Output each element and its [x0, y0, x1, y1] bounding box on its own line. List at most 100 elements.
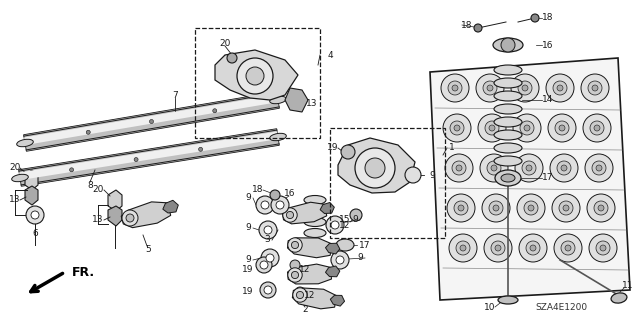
Ellipse shape — [304, 206, 326, 216]
Text: 20: 20 — [220, 39, 230, 48]
Circle shape — [260, 282, 276, 298]
Text: 17: 17 — [359, 241, 371, 249]
Circle shape — [518, 81, 532, 95]
Polygon shape — [163, 200, 179, 213]
Text: 6: 6 — [32, 228, 38, 238]
Polygon shape — [320, 203, 334, 213]
Circle shape — [594, 125, 600, 131]
Circle shape — [592, 85, 598, 91]
Circle shape — [531, 14, 539, 22]
Polygon shape — [24, 92, 280, 151]
Circle shape — [291, 271, 299, 278]
Polygon shape — [25, 170, 38, 190]
Ellipse shape — [494, 91, 522, 101]
Circle shape — [489, 125, 495, 131]
Ellipse shape — [494, 143, 522, 153]
Circle shape — [283, 208, 297, 222]
Text: 19: 19 — [243, 265, 253, 275]
Polygon shape — [285, 88, 308, 112]
Polygon shape — [19, 131, 278, 180]
Circle shape — [474, 24, 482, 32]
Circle shape — [405, 167, 421, 183]
Text: 5: 5 — [145, 246, 151, 255]
Circle shape — [331, 221, 339, 229]
Text: 1: 1 — [449, 144, 455, 152]
Circle shape — [550, 154, 578, 182]
Circle shape — [592, 161, 606, 175]
Circle shape — [483, 81, 497, 95]
Circle shape — [491, 165, 497, 171]
Circle shape — [598, 205, 604, 211]
Circle shape — [482, 194, 510, 222]
Circle shape — [350, 209, 362, 221]
Text: 13: 13 — [92, 216, 104, 225]
Circle shape — [458, 205, 464, 211]
Circle shape — [596, 241, 610, 255]
Circle shape — [559, 125, 565, 131]
Ellipse shape — [494, 65, 522, 75]
Text: 17: 17 — [542, 174, 554, 182]
Text: 9: 9 — [429, 170, 435, 180]
Circle shape — [266, 254, 274, 262]
Circle shape — [526, 241, 540, 255]
Polygon shape — [108, 206, 122, 226]
Ellipse shape — [269, 133, 286, 141]
Circle shape — [276, 201, 284, 209]
Text: 15: 15 — [339, 216, 351, 225]
Circle shape — [86, 130, 90, 134]
Circle shape — [126, 214, 134, 222]
Circle shape — [487, 161, 501, 175]
Text: 19: 19 — [243, 287, 253, 296]
Circle shape — [546, 74, 574, 102]
Circle shape — [365, 158, 385, 178]
Text: 8: 8 — [87, 181, 93, 189]
Polygon shape — [282, 202, 326, 224]
Circle shape — [559, 201, 573, 215]
Circle shape — [583, 114, 611, 142]
Text: 9: 9 — [245, 194, 251, 203]
Text: 16: 16 — [542, 41, 554, 49]
Circle shape — [589, 234, 617, 262]
Circle shape — [264, 286, 272, 294]
Circle shape — [489, 201, 503, 215]
Circle shape — [122, 210, 138, 226]
Ellipse shape — [304, 218, 326, 226]
Circle shape — [443, 114, 471, 142]
Circle shape — [70, 168, 74, 172]
Polygon shape — [338, 138, 415, 193]
Ellipse shape — [495, 170, 521, 186]
Text: 13: 13 — [9, 196, 20, 204]
Circle shape — [452, 161, 466, 175]
Circle shape — [478, 114, 506, 142]
Circle shape — [528, 205, 534, 211]
Circle shape — [557, 85, 563, 91]
Circle shape — [295, 287, 305, 297]
Circle shape — [26, 206, 44, 224]
Polygon shape — [287, 264, 332, 284]
Circle shape — [552, 194, 580, 222]
Ellipse shape — [494, 156, 522, 166]
Ellipse shape — [494, 130, 522, 140]
Text: 18: 18 — [252, 186, 264, 195]
Text: 9: 9 — [245, 256, 251, 264]
Ellipse shape — [493, 38, 523, 52]
Polygon shape — [108, 190, 122, 211]
Circle shape — [291, 241, 299, 249]
Text: SZA4E1200: SZA4E1200 — [535, 303, 587, 313]
Text: 20: 20 — [10, 164, 20, 173]
Circle shape — [553, 81, 567, 95]
Text: 19: 19 — [327, 144, 339, 152]
Circle shape — [522, 85, 528, 91]
Ellipse shape — [17, 139, 33, 147]
Circle shape — [271, 196, 289, 214]
Circle shape — [212, 109, 217, 113]
Circle shape — [480, 154, 508, 182]
Ellipse shape — [12, 174, 28, 182]
Circle shape — [561, 165, 567, 171]
Circle shape — [134, 158, 138, 161]
Circle shape — [355, 148, 395, 188]
Text: 20: 20 — [92, 186, 104, 195]
Circle shape — [557, 161, 571, 175]
Circle shape — [261, 249, 279, 267]
Ellipse shape — [494, 117, 522, 127]
